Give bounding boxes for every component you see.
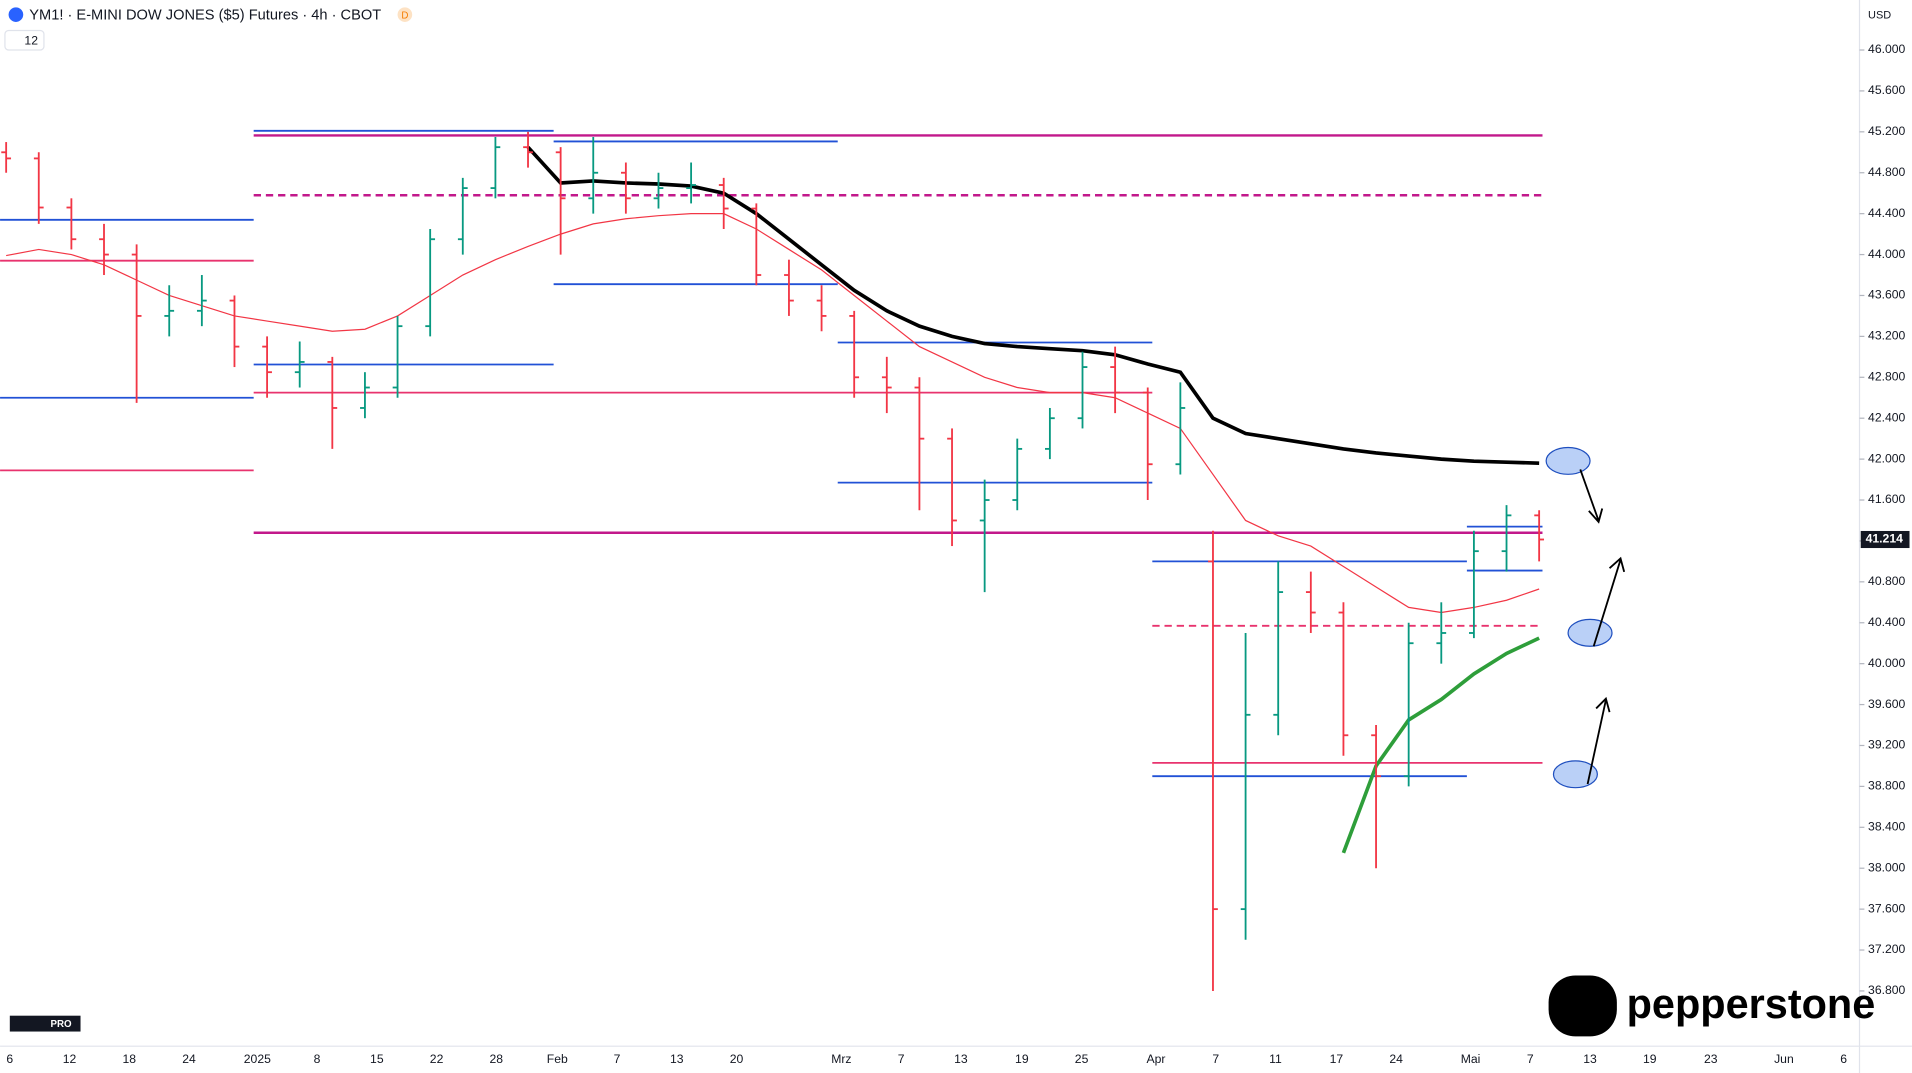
y-tick-label: 40.800: [1868, 574, 1905, 588]
last-price-box: [1860, 530, 1910, 549]
x-tick-label: 13: [954, 1052, 968, 1066]
x-tick-label: 20: [730, 1052, 744, 1066]
y-tick-label: 42.800: [1868, 370, 1905, 384]
x-tick-label: Apr: [1146, 1052, 1165, 1066]
x-tick-label: 25: [1075, 1052, 1089, 1066]
y-tick-label: 45.200: [1868, 124, 1905, 138]
y-tick-label: 43.200: [1868, 329, 1905, 343]
x-tick-label: 7: [898, 1052, 905, 1066]
y-tick-label: 44.400: [1868, 206, 1905, 220]
y-tick-label: 42.000: [1868, 451, 1905, 465]
y-tick-label: 46.000: [1868, 42, 1905, 56]
x-tick-label: 12: [63, 1052, 77, 1066]
x-tick-label: 28: [490, 1052, 504, 1066]
ma-line: [526, 145, 1540, 466]
interval-box[interactable]: [4, 29, 45, 51]
arrow: [1579, 469, 1604, 524]
y-tick-label: 39.200: [1868, 738, 1905, 752]
y-tick-label: 36.800: [1868, 983, 1905, 997]
badge-bg: [397, 7, 413, 22]
x-tick-label: 11: [1269, 1052, 1282, 1066]
x-tick-label: Feb: [547, 1052, 568, 1066]
ellipse: [1552, 760, 1598, 789]
x-tick-label: 7: [1212, 1052, 1219, 1066]
last-price-label: 41.214: [1866, 532, 1903, 546]
y-tick-label: 38.000: [1868, 860, 1905, 874]
brand: pepperstone: [1627, 980, 1876, 1027]
x-tick-label: 13: [670, 1052, 684, 1066]
symbol-title: YM1! · E-MINI DOW JONES ($5) Futures · 4…: [29, 8, 381, 24]
y-tick-label: 38.400: [1868, 820, 1905, 834]
x-tick-label: Mai: [1461, 1052, 1481, 1066]
x-tick-label: 24: [182, 1052, 196, 1066]
x-tick-label: 23: [1704, 1052, 1718, 1066]
badge: D: [401, 10, 408, 21]
x-tick-label: 22: [430, 1052, 444, 1066]
x-tick-label: 15: [370, 1052, 384, 1066]
ellipse: [1545, 446, 1591, 475]
tv-badge: PRO: [50, 1019, 72, 1030]
currency: USD: [1868, 10, 1891, 22]
arrow: [1592, 556, 1626, 647]
arrow: [1586, 696, 1611, 785]
y-tick-label: 44.800: [1868, 165, 1905, 179]
x-tick-label: 7: [614, 1052, 621, 1066]
y-tick-label: 37.200: [1868, 942, 1905, 956]
x-tick-label: 24: [1389, 1052, 1403, 1066]
x-tick-label: 6: [6, 1052, 13, 1066]
y-tick-label: 38.800: [1868, 779, 1905, 793]
annotations: [1545, 446, 1613, 789]
x-tick-label: 8: [314, 1052, 321, 1066]
x-tick-label: 13: [1583, 1052, 1597, 1066]
x-tick-label: 6: [1840, 1052, 1847, 1066]
y-tick-label: 37.600: [1868, 901, 1905, 915]
y-tick-label: 43.600: [1868, 288, 1905, 302]
tv-logo: [9, 1015, 81, 1032]
y-tick-label: 44.000: [1868, 247, 1905, 261]
x-tick-label: 18: [123, 1052, 137, 1066]
plot-area: [0, 129, 1545, 991]
y-tick-label: 45.600: [1868, 83, 1905, 97]
x-tick-label: Mrz: [831, 1052, 851, 1066]
x-tick-label: 19: [1015, 1052, 1029, 1066]
ma-line: [6, 213, 1540, 614]
y-tick-label: 42.400: [1868, 410, 1905, 424]
y-tick-label: 40.000: [1868, 656, 1905, 670]
ellipse: [1567, 618, 1613, 647]
x-tick-label: 2025: [244, 1052, 271, 1066]
y-tick-label: 39.600: [1868, 697, 1905, 711]
y-tick-label: 41.600: [1868, 492, 1905, 506]
symbol-icon: [8, 7, 24, 22]
x-tick-label: 19: [1643, 1052, 1657, 1066]
interval-value: 12: [24, 34, 38, 48]
x-tick-label: Jun: [1774, 1052, 1794, 1066]
x-tick-label: 17: [1330, 1052, 1344, 1066]
brand-logo: [1548, 975, 1617, 1037]
arrows: [1579, 469, 1626, 785]
y-tick-label: 40.400: [1868, 615, 1905, 629]
x-tick-label: 7: [1527, 1052, 1534, 1066]
